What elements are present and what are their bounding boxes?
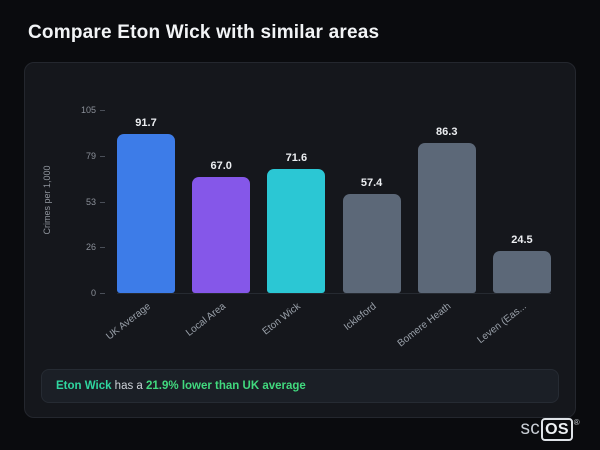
logo-boxed-text: OS — [541, 418, 573, 441]
bar-group: 91.7 UK Average — [104, 111, 175, 342]
note-highlight-text: 21.9% lower than UK average — [146, 380, 306, 392]
bar-group: 24.5 Leven (Eas... — [476, 111, 551, 346]
page-title: Compare Eton Wick with similar areas — [28, 22, 380, 43]
x-axis-category-label: Ickleford — [341, 301, 379, 333]
note-area-name: Eton Wick — [56, 380, 112, 392]
bar — [192, 176, 251, 293]
plot-area: 91.7 UK Average 67.0 Local Area 71.6 Eton Wic… — [104, 111, 551, 349]
bar — [267, 168, 326, 293]
bar-group: 67.0 Local Area — [184, 111, 251, 339]
bar — [117, 134, 175, 293]
logo-prefix: sc — [520, 418, 541, 439]
x-axis-category-label: Bomere Heath — [395, 301, 454, 350]
bar — [342, 193, 401, 293]
bar-value-label: 67.0 — [210, 159, 232, 172]
note-middle-text: has a — [111, 380, 147, 392]
x-axis-category-label: Eton Wick — [260, 301, 304, 338]
bar-group: 57.4 Ickleford — [342, 111, 401, 333]
y-axis-ticks: 105 79 53 26 0 — [73, 104, 105, 300]
bar-value-label: 57.4 — [360, 176, 383, 189]
y-axis-title: Crimes per 1,000 — [42, 165, 52, 235]
scos-logo: sc OS ® — [520, 418, 580, 441]
y-tick-label: 53 — [86, 196, 105, 209]
registered-mark-icon: ® — [573, 418, 580, 427]
bar — [417, 143, 476, 293]
bar-group: 86.3 Bomere Heath — [396, 111, 476, 349]
bar — [492, 250, 551, 293]
x-axis-category-label: Leven (Eas... — [475, 301, 529, 346]
y-tick-label: 26 — [86, 241, 105, 254]
x-axis-category-label: UK Average — [104, 301, 153, 343]
note-box: Eton Wick has a 21.9% lower than UK aver… — [41, 369, 559, 403]
bar-value-label: 71.6 — [285, 151, 308, 164]
y-tick-label: 105 — [81, 104, 105, 117]
bar-value-label: 91.7 — [135, 117, 157, 130]
y-tick-label: 79 — [86, 150, 105, 163]
bar-value-label: 86.3 — [436, 126, 458, 139]
chart-card: Crimes per 1,000 105 79 53 26 0 91.7 UK Avera… — [24, 62, 576, 418]
y-tick-label: 0 — [91, 287, 105, 300]
x-axis-category-label: Local Area — [183, 301, 228, 339]
bar-group: 71.6 Eton Wick — [261, 111, 326, 337]
bar-value-label: 24.5 — [511, 233, 533, 246]
